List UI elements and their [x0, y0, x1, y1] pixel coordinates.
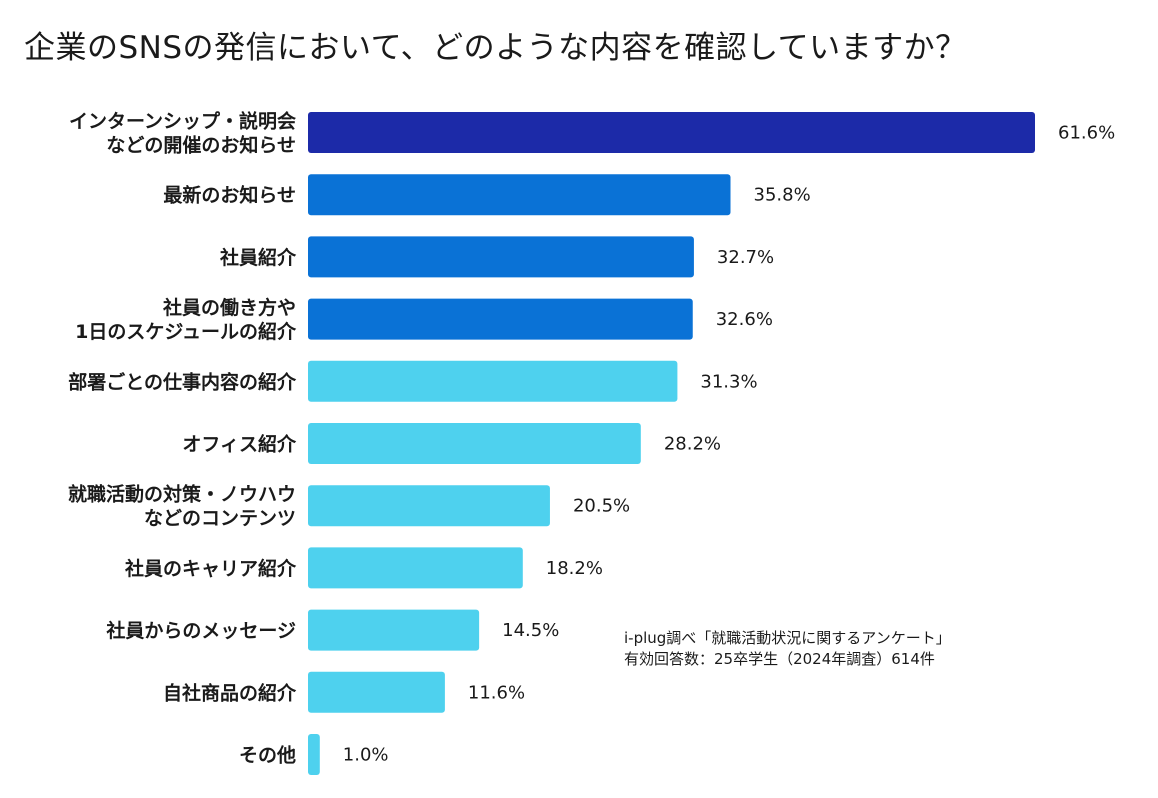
source-line-1: i-plug調べ「就職活動状況に関するアンケート」 — [624, 629, 951, 647]
category-label-1: 最新のお知らせ — [163, 184, 296, 207]
value-label-7: 18.2% — [546, 558, 603, 579]
category-label-3: 社員の働き方や 1日のスケジュールの紹介 — [75, 296, 297, 343]
value-label-8: 14.5% — [502, 620, 559, 641]
bar-3 — [308, 298, 693, 340]
bar-9 — [308, 671, 445, 713]
chart-title: 企業のSNSの発信において、どのような内容を確認していますか？ — [24, 30, 967, 66]
bar-5 — [308, 423, 641, 464]
source-note: i-plug調べ「就職活動状況に関するアンケート」 有効回答数：25卒学生（20… — [624, 628, 951, 670]
category-label-0: インターンシップ・説明会などの開催のお知らせ — [69, 110, 296, 157]
category-label-7: 社員のキャリア紹介 — [124, 557, 297, 580]
value-label-6: 20.5% — [573, 496, 630, 517]
value-label-10: 1.0% — [343, 745, 389, 766]
category-label-2: 社員紹介 — [219, 246, 297, 269]
bar-1 — [308, 174, 731, 216]
bar-0 — [308, 112, 1035, 153]
value-label-1: 35.8% — [754, 185, 811, 206]
category-label-8: 社員からのメッセージ — [105, 619, 296, 642]
category-label-4: 部署ごとの仕事内容の紹介 — [68, 370, 297, 393]
category-label-5: オフィス紹介 — [182, 433, 297, 456]
bar-8 — [308, 609, 480, 651]
category-label-9: 自社商品の紹介 — [163, 681, 297, 704]
bar-10 — [308, 734, 320, 775]
value-label-0: 61.6% — [1058, 123, 1115, 144]
bar-7 — [308, 547, 523, 589]
value-label-5: 28.2% — [664, 434, 721, 455]
value-label-9: 11.6% — [468, 682, 525, 703]
source-line-2: 有効回答数：25卒学生（2024年調査）614件 — [624, 650, 935, 668]
bar-6 — [308, 485, 550, 527]
value-label-4: 31.3% — [700, 371, 757, 392]
category-label-10: その他 — [239, 744, 296, 767]
value-label-2: 32.7% — [717, 247, 774, 268]
bar-4 — [308, 360, 678, 402]
value-label-3: 32.6% — [716, 309, 773, 330]
category-label-6: 就職活動の対策・ノウハウなどのコンテンツ — [68, 483, 296, 530]
bar-2 — [308, 236, 694, 278]
